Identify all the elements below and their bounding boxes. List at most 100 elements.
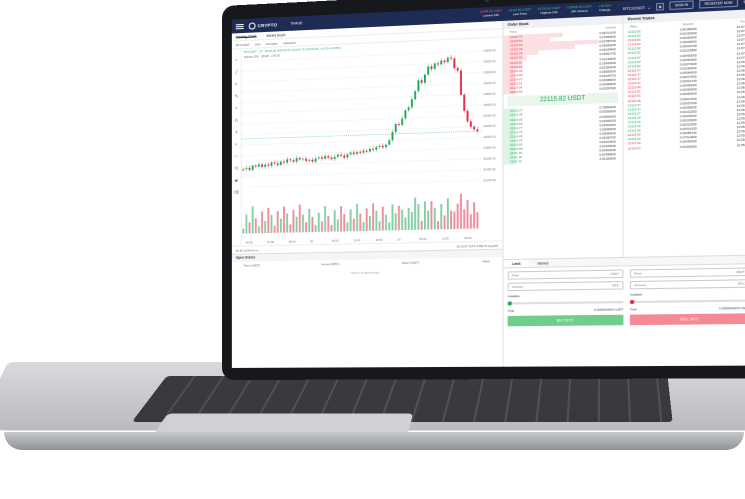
volume-bar — [388, 222, 390, 230]
candle-body — [395, 124, 397, 132]
slider-knob[interactable] — [508, 301, 512, 305]
zoom-icon[interactable]: ⌕ — [235, 141, 237, 146]
candle-body — [315, 158, 317, 161]
candle-body — [242, 169, 244, 170]
pair-selector[interactable]: BTC/USDT ⌄ — [623, 4, 651, 11]
volume-bar — [283, 206, 285, 232]
interval-selector[interactable]: 15m — [255, 42, 261, 45]
volume-bar — [467, 200, 469, 229]
volume-bar — [347, 222, 349, 231]
volume-bar — [424, 201, 426, 229]
candle-body — [369, 149, 371, 152]
volume-bar — [271, 215, 273, 233]
symbol-search[interactable]: BTCUSDT — [236, 43, 250, 47]
sell-price-input[interactable]: Price USDT — [630, 267, 745, 277]
register-button[interactable]: REGISTER NOW — [699, 0, 738, 9]
candle-body — [334, 157, 336, 159]
lock-icon[interactable]: ⊡ — [235, 166, 238, 171]
candle-body — [274, 162, 276, 163]
logo[interactable]: CRYPTO — [249, 21, 278, 29]
chevron-down-icon: ⌄ — [647, 4, 651, 9]
candle-body — [343, 155, 345, 157]
slider-knob[interactable] — [630, 299, 634, 303]
time-tick-label: 06:00 — [246, 240, 253, 244]
gridline — [242, 105, 483, 114]
tab-limit[interactable]: Limit — [503, 260, 529, 268]
column-amount: Amount (BTC) — [321, 262, 339, 266]
indicators-button[interactable]: Indicators — [283, 41, 296, 45]
text-icon[interactable]: T — [235, 105, 237, 110]
volume-bar — [453, 212, 455, 230]
buy-price-placeholder: Price — [512, 273, 519, 277]
webcam — [484, 0, 489, 2]
buy-slider[interactable] — [508, 301, 624, 305]
candle-body — [430, 66, 432, 69]
sell-total-label: Total — [630, 307, 637, 311]
buy-amount-input[interactable]: Amount BTC — [508, 281, 624, 291]
candlestick-chart[interactable]: 23600.00 23400.00 23200.00 23000.00 22800.00… — [242, 37, 504, 245]
crosshair-icon[interactable]: + — [235, 57, 237, 62]
row-amount: 0.01166500 — [600, 157, 616, 162]
volume-bar — [375, 211, 377, 231]
time-tick-label: 23 — [397, 237, 401, 241]
buy-total-label: Total — [508, 309, 514, 313]
candle-body — [337, 155, 339, 157]
candle-body — [296, 158, 298, 162]
brush-icon[interactable]: ✎ — [235, 93, 238, 98]
sell-slider[interactable] — [630, 299, 745, 303]
hamburger-menu-icon[interactable] — [236, 23, 244, 28]
gridline — [242, 83, 483, 92]
trendline-icon[interactable]: ╱ — [235, 69, 237, 74]
tab-market-depth[interactable]: Market Depth — [266, 33, 285, 37]
volume-bar — [447, 198, 449, 229]
eye-icon[interactable]: ◉ — [235, 178, 238, 183]
logo-text: CRYPTO — [258, 22, 278, 28]
candle-body — [293, 160, 295, 162]
pattern-icon[interactable]: ⋀ — [235, 117, 238, 122]
candle-body — [299, 158, 301, 160]
range-buttons[interactable]: 1h 5h 1d 5d Go to... — [236, 248, 261, 251]
volume-bar — [359, 214, 361, 231]
buy-button[interactable]: BUY BTC — [508, 315, 624, 327]
magnet-icon[interactable]: ∩ — [235, 154, 238, 159]
volume-bar — [440, 204, 442, 229]
volume-bar — [460, 194, 462, 229]
logo-mark-icon — [249, 22, 256, 29]
star-icon[interactable]: ★ — [656, 2, 664, 10]
candle-body — [447, 58, 449, 62]
measure-icon[interactable]: ⇕ — [235, 129, 238, 134]
sell-amount-input[interactable]: Amount BTC — [630, 279, 745, 289]
fib-icon[interactable]: ≡ — [235, 81, 237, 86]
volume-bar — [366, 208, 368, 230]
candle-body — [375, 147, 377, 150]
bids-list: 22115.27 0.75854000 22115.34 0.03000000 2211… — [503, 105, 622, 164]
candle-body — [411, 99, 413, 107]
nav-trade-link[interactable]: TRADE — [290, 21, 302, 26]
price-tick-label: 21200.00 — [483, 178, 496, 183]
candle-body — [350, 153, 352, 155]
chart-settings[interactable]: 22:12:07 (UTC-3:00) % log auto — [457, 244, 499, 248]
buy-total-value: 0.0000000000 USDT — [594, 307, 623, 312]
volume-bar — [337, 219, 339, 231]
candle-body — [457, 68, 459, 71]
candle-body — [470, 121, 472, 126]
column-value: Value (USDT) — [401, 261, 419, 265]
buy-price-input[interactable]: Price USDT — [508, 270, 624, 280]
sell-price-placeholder: Price — [634, 271, 641, 275]
price-chart[interactable]: 23600.00 23400.00 23200.00 23000.00 22800.00… — [242, 37, 503, 245]
trades-list: 22115.82 0.00160000 12:07:35 22115.82 0.0015… — [623, 24, 745, 150]
sell-button[interactable]: SELL BTC — [630, 313, 745, 325]
price-tick-label: 21600.00 — [483, 156, 496, 161]
volume-bar — [327, 216, 329, 232]
price-tick-label: 22400.00 — [483, 113, 496, 118]
tab-market[interactable]: Market — [529, 259, 557, 267]
tab-trading-chart[interactable]: Trading Chart — [236, 34, 257, 38]
candle-body — [434, 64, 436, 69]
sign-in-button[interactable]: SIGN IN — [669, 0, 693, 10]
trash-icon[interactable]: ⌫ — [234, 190, 240, 195]
ticker-stat: 22736.82 USDT Highest 24h — [538, 7, 561, 16]
buy-available: Available — [508, 293, 624, 299]
volume-bar — [414, 198, 416, 230]
time-tick-label: 18:00 — [375, 238, 383, 242]
compare-button[interactable]: Compare — [266, 41, 278, 45]
